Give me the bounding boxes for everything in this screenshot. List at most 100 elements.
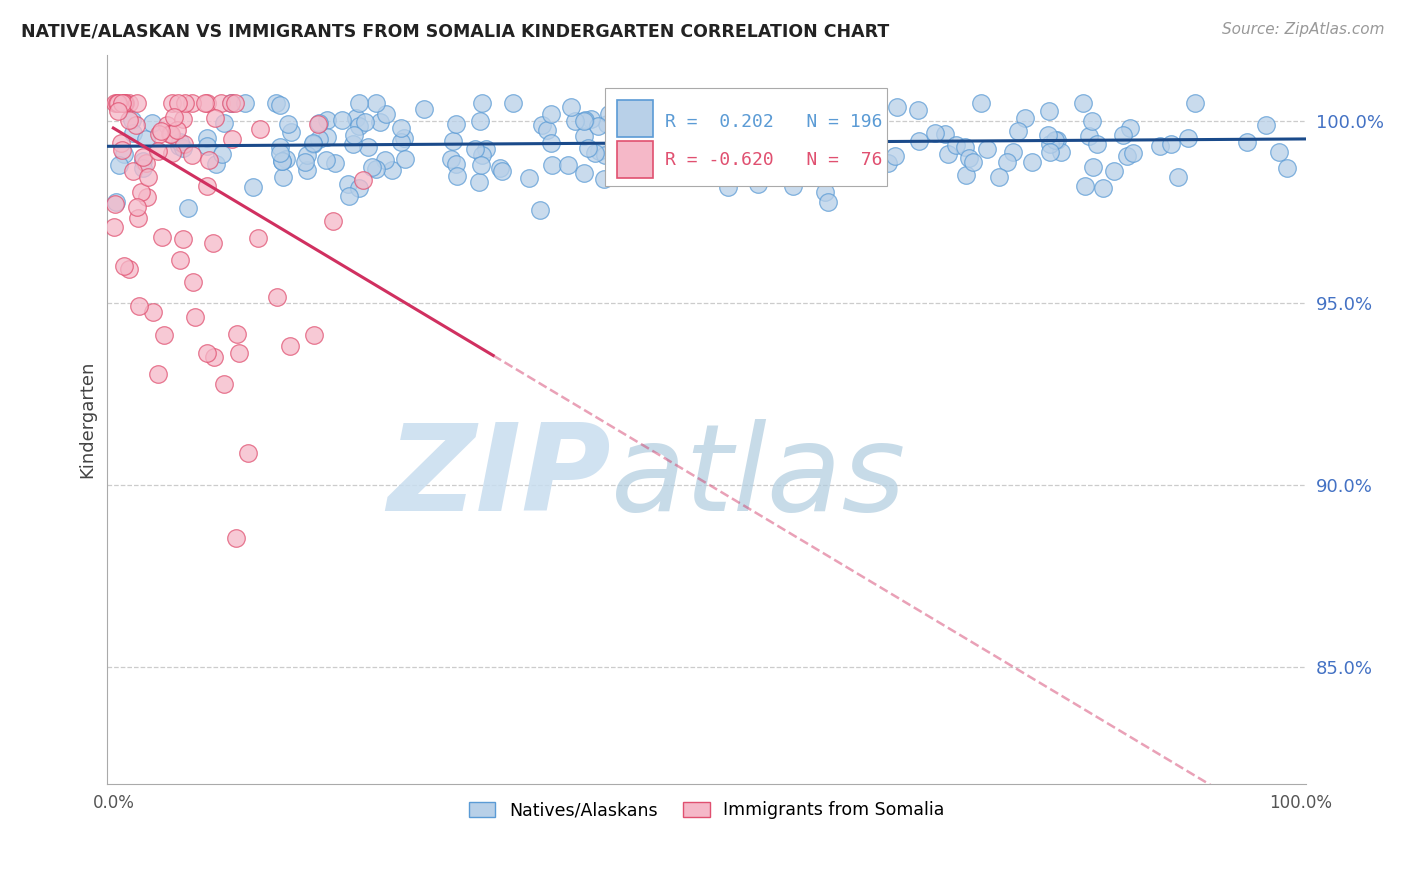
Point xyxy=(135,132,157,146)
Point xyxy=(104,195,127,210)
Point xyxy=(308,132,330,146)
Point xyxy=(278,338,301,352)
Point xyxy=(236,446,259,460)
Point xyxy=(446,169,468,184)
Point xyxy=(127,211,149,225)
Point xyxy=(330,112,353,127)
Point xyxy=(349,95,371,110)
Point xyxy=(793,108,815,122)
Point xyxy=(381,163,404,178)
Point xyxy=(785,126,807,140)
Point xyxy=(271,154,294,169)
Point xyxy=(204,157,226,171)
Point xyxy=(225,531,247,545)
Text: ZIP: ZIP xyxy=(387,419,610,536)
Point xyxy=(1074,178,1097,193)
Point xyxy=(471,95,494,110)
Point xyxy=(337,188,360,202)
Point xyxy=(150,230,173,244)
Point xyxy=(360,160,382,174)
Point xyxy=(159,128,181,142)
Point xyxy=(297,148,319,162)
Point xyxy=(749,112,772,127)
Point xyxy=(502,95,524,110)
Point xyxy=(862,145,884,160)
Point xyxy=(682,145,704,160)
Point xyxy=(955,140,977,154)
Text: atlas: atlas xyxy=(610,419,907,536)
Point xyxy=(1002,145,1025,160)
Point xyxy=(626,158,648,172)
Point xyxy=(128,299,150,313)
Point xyxy=(1149,139,1171,153)
Point xyxy=(817,194,839,209)
Point xyxy=(616,95,638,110)
Point xyxy=(195,131,218,145)
Point xyxy=(394,152,416,166)
Point xyxy=(1046,133,1069,147)
Point xyxy=(104,95,127,110)
Point xyxy=(366,95,388,110)
Point xyxy=(194,95,217,110)
Point xyxy=(440,152,463,166)
Point xyxy=(789,114,811,128)
Point xyxy=(180,148,202,162)
Point xyxy=(1007,124,1029,138)
Point xyxy=(146,367,169,381)
Point xyxy=(877,156,900,170)
Point xyxy=(118,95,141,110)
Point xyxy=(132,154,155,169)
Point xyxy=(142,305,165,319)
Point xyxy=(219,95,242,110)
Point xyxy=(572,166,595,180)
Point xyxy=(945,137,967,152)
Point xyxy=(370,115,392,129)
Point xyxy=(444,117,467,131)
FancyBboxPatch shape xyxy=(617,100,652,136)
Point xyxy=(344,111,367,125)
Point xyxy=(846,161,869,175)
Point xyxy=(297,162,319,177)
Point xyxy=(105,95,128,110)
Point xyxy=(375,107,398,121)
Text: R = -0.620   N =  76: R = -0.620 N = 76 xyxy=(665,152,883,169)
Point xyxy=(172,140,194,154)
Point xyxy=(181,95,204,110)
Point xyxy=(634,155,657,169)
Point xyxy=(392,130,415,145)
Point xyxy=(302,136,325,151)
Point xyxy=(464,142,486,156)
Point xyxy=(612,155,634,169)
Point xyxy=(475,142,498,156)
Point xyxy=(132,150,155,164)
Point xyxy=(1039,137,1062,152)
Point xyxy=(683,137,706,152)
Point xyxy=(471,147,494,161)
Point xyxy=(723,149,745,163)
Point xyxy=(664,120,686,134)
Point xyxy=(125,200,148,214)
Point xyxy=(593,171,616,186)
Point xyxy=(136,169,159,184)
Point xyxy=(162,146,184,161)
Point xyxy=(576,141,599,155)
Point xyxy=(172,112,194,126)
Point xyxy=(491,164,513,178)
Point xyxy=(198,153,221,167)
Point xyxy=(412,103,434,117)
Y-axis label: Kindergarten: Kindergarten xyxy=(79,361,96,478)
Point xyxy=(970,95,993,110)
Point xyxy=(1275,161,1298,175)
Point xyxy=(308,116,330,130)
Point xyxy=(347,181,370,195)
Point xyxy=(131,161,153,175)
Point xyxy=(107,104,129,119)
Point xyxy=(316,130,339,145)
Point xyxy=(249,122,271,136)
Point xyxy=(176,201,198,215)
Point xyxy=(160,95,183,110)
Point xyxy=(266,290,288,304)
Point xyxy=(1038,103,1060,118)
Point xyxy=(995,155,1018,169)
Point xyxy=(733,139,755,153)
